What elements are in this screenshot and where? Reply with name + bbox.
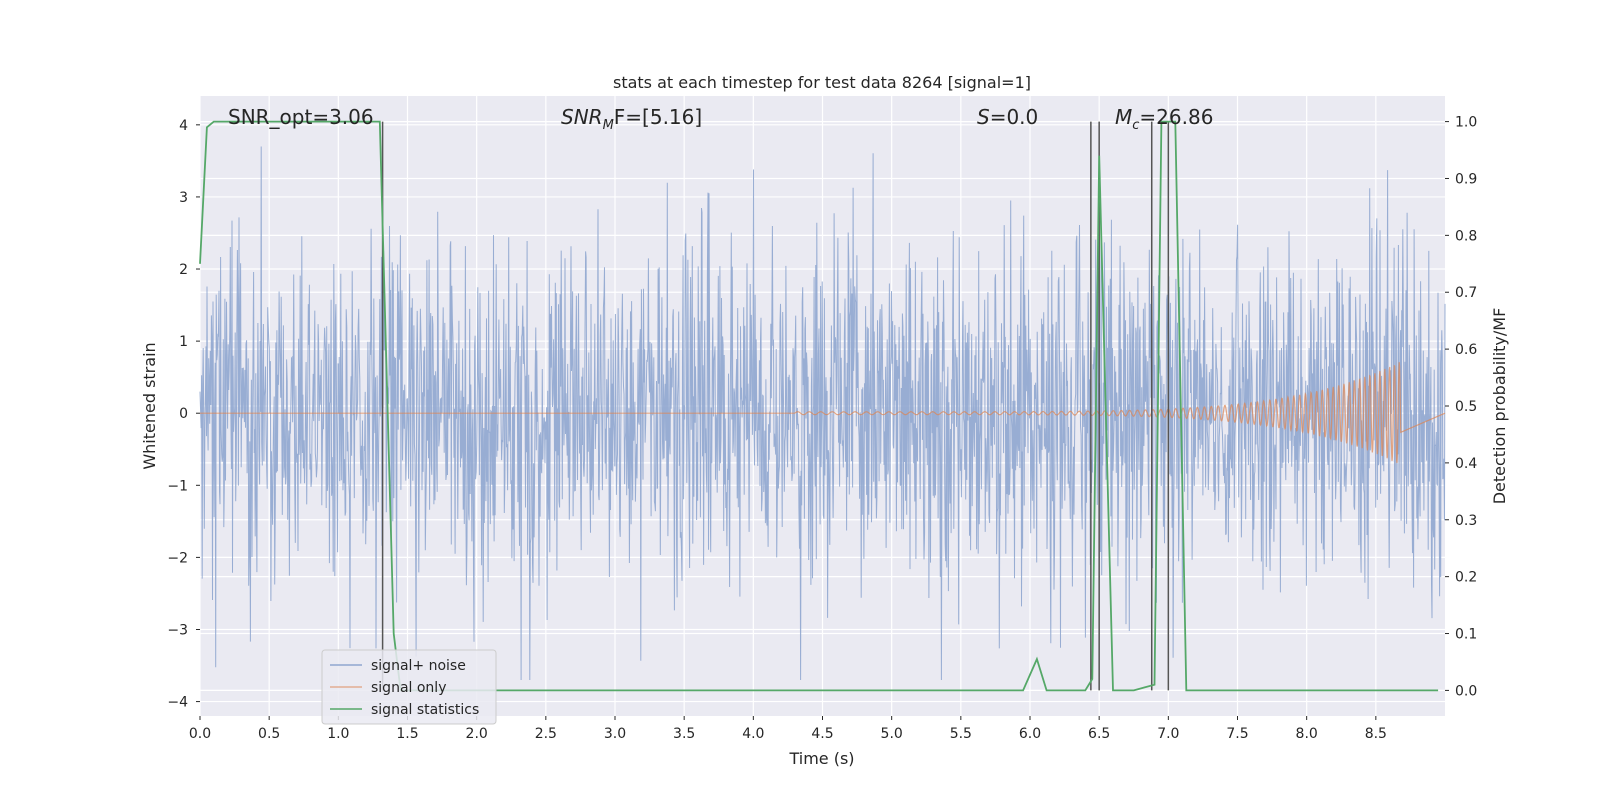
- y2-axis-label: Detection probability/MF: [1490, 308, 1509, 505]
- y-tick-label: −3: [167, 622, 188, 638]
- signal-noise-line: [199, 146, 1446, 681]
- y2-tick-label: 0.1: [1455, 627, 1477, 643]
- legend-box: [321, 649, 497, 725]
- y2-tick-label: 0.0: [1455, 683, 1477, 699]
- x-tick-label: 2.5: [535, 726, 557, 742]
- y-tick-label: 2: [179, 262, 188, 278]
- y2-tick-label: 0.3: [1455, 513, 1477, 529]
- legend-label-signal-only: signal only: [371, 680, 446, 696]
- y2-tick-label: 0.9: [1455, 171, 1477, 187]
- signal-only-series: [200, 362, 1446, 464]
- x-tick-label: 7.0: [1157, 726, 1179, 742]
- x-tick-label: 0.0: [189, 726, 211, 742]
- legend-label-signal-statistics: signal statistics: [371, 702, 479, 718]
- x-tick-label: 6.5: [1088, 726, 1110, 742]
- annotation-s: S=0.0: [977, 105, 1038, 129]
- y-tick-label: −1: [167, 478, 188, 494]
- signal-statistics-series: [199, 120, 1439, 692]
- y-axis-ticks: 4 3 2 1 0 −1 −2 −3 −4: [167, 118, 200, 711]
- x-axis-ticks: 0.0 0.5 1.0 1.5 2.0 2.5 3.0 3.5 4.0 4.5 5.0 5.5 6.0 6…: [189, 716, 1387, 742]
- y-tick-label: 0: [179, 406, 188, 422]
- y2-tick-label: 0.2: [1455, 570, 1477, 586]
- x-tick-label: 4.5: [811, 726, 833, 742]
- y2-tick-label: 0.6: [1455, 342, 1477, 358]
- y2-axis-ticks: 1.0 0.9 0.8 0.7 0.6 0.5 0.4 0.3 0.2 0.1 0.0: [1445, 115, 1477, 699]
- x-tick-label: 3.5: [673, 726, 695, 742]
- signal-noise-series: [199, 146, 1446, 681]
- chart-title: stats at each timestep for test data 826…: [613, 73, 1031, 92]
- x-tick-label: 8.5: [1365, 726, 1387, 742]
- annotation-snr-mf: SNRMF=[5.16]: [561, 105, 702, 133]
- y2-tick-label: 0.7: [1455, 285, 1477, 301]
- legend-label-signal-noise: signal+ noise: [371, 658, 466, 674]
- annotation-snr-opt: SNR_opt=3.06: [228, 105, 374, 129]
- y-tick-label: 4: [179, 118, 188, 134]
- y2-tick-label: 0.4: [1455, 456, 1477, 472]
- x-tick-label: 6.0: [1019, 726, 1041, 742]
- y-tick-label: 1: [179, 334, 188, 350]
- y-tick-label: 3: [179, 190, 188, 206]
- legend: signal+ noise signal only signal statist…: [321, 649, 497, 725]
- y-axis-label: Whitened strain: [140, 342, 159, 469]
- x-tick-label: 4.0: [742, 726, 764, 742]
- y-tick-label: −2: [167, 550, 188, 566]
- x-tick-label: 5.0: [881, 726, 903, 742]
- y2-tick-label: 1.0: [1455, 115, 1477, 131]
- annotation-mc: Mc=26.86: [1115, 105, 1213, 133]
- x-tick-label: 8.0: [1296, 726, 1318, 742]
- y2-tick-label: 0.8: [1455, 228, 1477, 244]
- x-tick-label: 5.5: [950, 726, 972, 742]
- x-axis-label: Time (s): [788, 749, 854, 768]
- x-tick-label: 0.5: [258, 726, 280, 742]
- signal-statistics-line: [199, 120, 1439, 692]
- x-tick-label: 3.0: [604, 726, 626, 742]
- x-tick-label: 1.0: [327, 726, 349, 742]
- x-tick-label: 7.5: [1226, 726, 1248, 742]
- x-tick-label: 1.5: [396, 726, 418, 742]
- y2-tick-label: 0.5: [1455, 399, 1477, 415]
- y-tick-label: −4: [167, 695, 188, 711]
- signal-only-line: [200, 362, 1446, 464]
- x-tick-label: 2.0: [466, 726, 488, 742]
